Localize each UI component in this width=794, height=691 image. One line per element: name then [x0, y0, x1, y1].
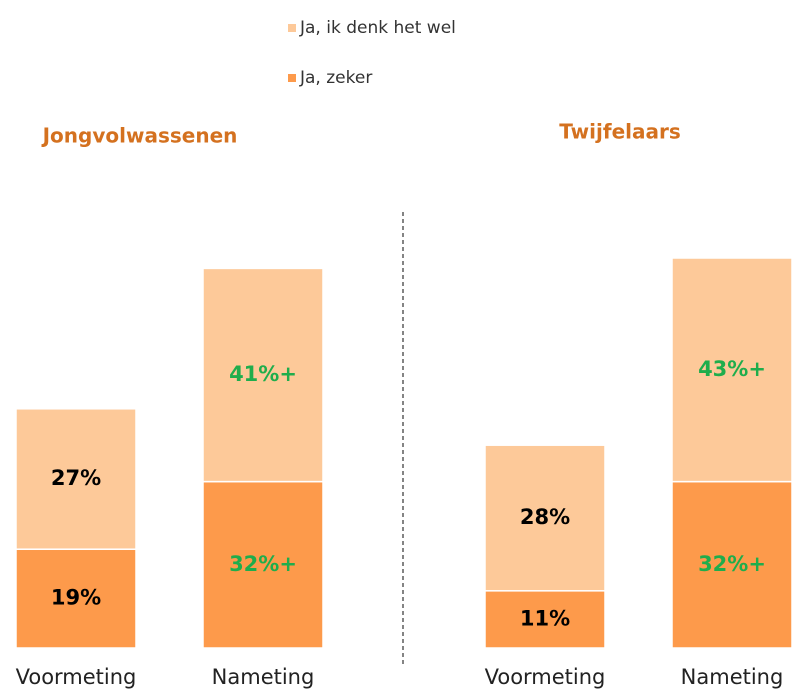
value-label: 32%+: [698, 552, 766, 576]
bar-segment: [671, 257, 793, 483]
legend-label: Ja, zeker: [299, 68, 372, 88]
value-label: 19%: [51, 586, 101, 610]
x-tick-label: Voormeting: [485, 665, 606, 689]
legend-label: Ja, ik denk het wel: [299, 18, 456, 38]
bar-segment: [484, 444, 606, 592]
value-label: 11%: [520, 606, 570, 630]
value-label: 41%+: [229, 362, 297, 386]
bar-segment: [202, 480, 324, 649]
value-label: 43%+: [698, 357, 766, 381]
value-label: 28%: [520, 505, 570, 529]
bar-segment: [671, 480, 793, 649]
value-label: 32%+: [229, 552, 297, 576]
legend-swatch: [288, 74, 296, 82]
legend-swatch: [288, 24, 296, 32]
bar-segment: [15, 408, 137, 550]
value-label: 27%: [51, 466, 101, 490]
x-tick-label: Nameting: [681, 665, 784, 689]
bar-segment: [15, 548, 137, 649]
x-tick-label: Nameting: [212, 665, 315, 689]
chart-title: Jongvolwassenen: [41, 124, 238, 148]
x-tick-label: Voormeting: [16, 665, 137, 689]
chart-title: Twijfelaars: [559, 120, 681, 144]
bar-segment: [202, 267, 324, 483]
